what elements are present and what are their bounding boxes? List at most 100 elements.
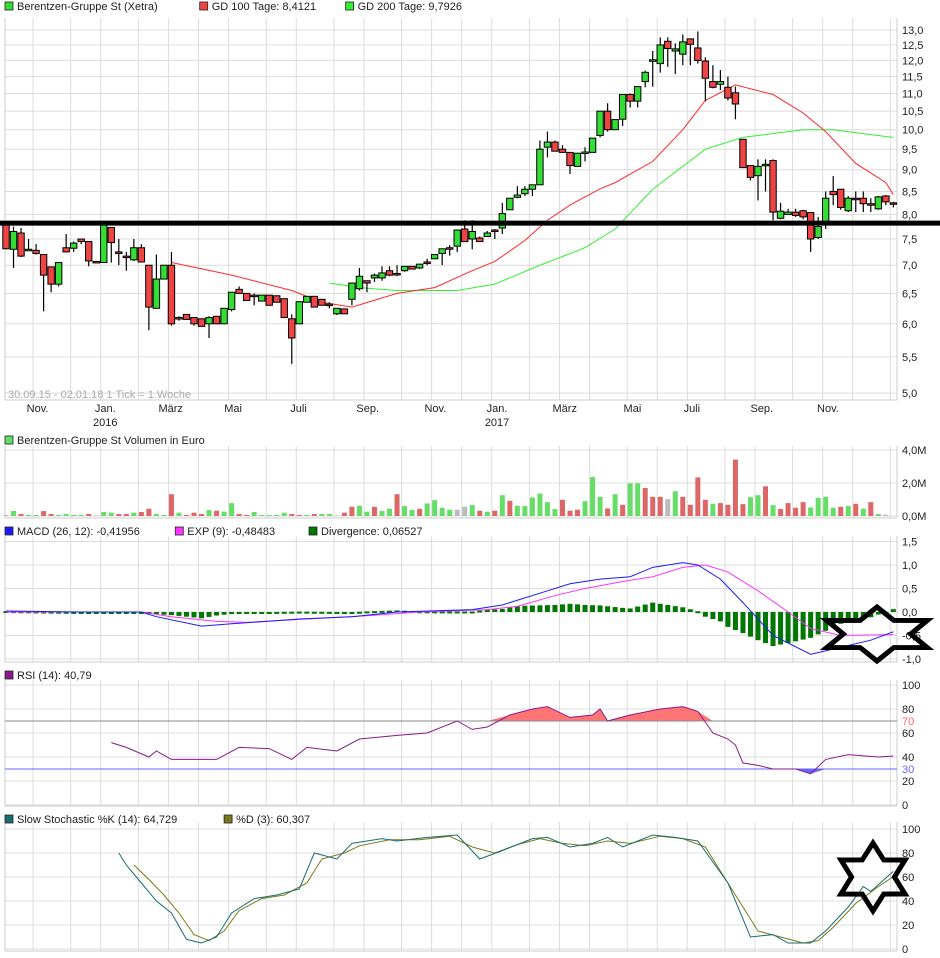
candle — [212, 315, 221, 325]
volume-bar — [838, 506, 844, 516]
candle — [679, 41, 687, 55]
price-ytick: 5,0 — [902, 388, 917, 400]
volume-bar — [48, 514, 54, 516]
divergence-bar — [717, 612, 723, 622]
volume-bar — [507, 500, 513, 516]
divergence-bar — [168, 612, 174, 616]
candle — [641, 71, 649, 83]
divergence-bar — [296, 611, 302, 614]
volume-bar — [672, 491, 678, 516]
candle — [17, 232, 25, 257]
candle — [649, 59, 657, 62]
divergence-bar — [214, 612, 220, 616]
candle — [265, 294, 273, 306]
stoch-ytick: 100 — [902, 824, 920, 836]
candle — [47, 266, 55, 285]
volume-bar — [477, 510, 483, 516]
divergence-bar — [657, 603, 663, 612]
candle — [54, 262, 63, 285]
rsi-ytick: 60 — [902, 728, 914, 740]
rsi-ytick: 20 — [902, 776, 914, 788]
macd-line — [5, 562, 894, 655]
candle — [476, 237, 484, 243]
candle — [250, 294, 258, 298]
volume-ytick: 0,0M — [902, 511, 926, 523]
divergence-bar — [334, 611, 340, 614]
legend-label: Divergence: 0,06527 — [321, 526, 423, 538]
volume-bar — [341, 512, 347, 516]
candle — [731, 92, 740, 105]
divergence-bar — [808, 612, 814, 638]
macd-ytick: -1,0 — [902, 654, 921, 666]
candle — [167, 264, 176, 325]
divergence-bar — [815, 612, 821, 635]
candle — [24, 248, 33, 252]
legend-swatch-icon — [4, 1, 14, 11]
legend-swatch-icon — [199, 1, 209, 11]
volume-bar — [778, 509, 784, 516]
divergence-bar — [199, 612, 205, 619]
candle — [182, 313, 191, 320]
volume-bar — [815, 497, 821, 516]
divergence-bar — [800, 612, 806, 640]
volume-bar — [56, 515, 62, 516]
volume-bar — [853, 503, 859, 516]
candle — [115, 251, 123, 254]
divergence-bar — [522, 605, 528, 612]
legend-swatch-icon — [4, 526, 14, 536]
divergence-bar — [672, 606, 678, 612]
legend-label: Berentzen-Gruppe St Volumen in Euro — [17, 435, 205, 447]
divergence-bar — [439, 611, 445, 614]
star-marker-icon — [819, 603, 935, 665]
candle — [85, 241, 93, 262]
divergence-bar — [605, 606, 611, 612]
volume-bar — [26, 515, 32, 516]
divergence-bar — [612, 607, 618, 612]
candle — [852, 197, 860, 201]
candle — [130, 247, 138, 261]
volume-bar — [695, 477, 701, 516]
candle — [32, 249, 40, 254]
candle — [867, 203, 875, 206]
divergence-bar — [78, 612, 84, 614]
candle — [799, 210, 807, 218]
divergence-bar — [116, 612, 122, 614]
divergence-bar — [371, 611, 377, 614]
divergence-bar — [537, 605, 543, 612]
divergence-bar — [356, 611, 362, 614]
month-label: März — [553, 403, 577, 415]
candle — [400, 265, 409, 272]
volume-bar — [514, 505, 520, 516]
candle — [273, 295, 281, 303]
year-label: 2017 — [485, 417, 509, 429]
rsi-ytick: 100 — [902, 680, 920, 692]
volume-bar — [439, 507, 445, 516]
divergence-bar — [665, 604, 671, 612]
volume-panel — [3, 459, 889, 516]
candle — [438, 248, 446, 254]
macd-ytick: 1,5 — [902, 537, 917, 549]
candle — [859, 197, 867, 205]
candle — [122, 255, 131, 259]
volume-bar — [402, 506, 408, 516]
month-label: Mai — [224, 403, 242, 415]
divergence-bar — [597, 605, 603, 612]
volume-bar — [168, 494, 174, 516]
divergence-bar — [349, 612, 355, 614]
candle — [686, 38, 695, 45]
legend-swatch-icon — [345, 1, 355, 11]
divergence-bar — [567, 603, 573, 612]
macd-ytick: 1,0 — [902, 560, 917, 572]
volume-bar — [454, 509, 460, 516]
stoch-d-line — [133, 835, 894, 944]
divergence-bar — [590, 605, 596, 612]
volume-bar — [800, 502, 806, 516]
volume-bar — [537, 493, 543, 516]
rsi-ytick: 80 — [902, 704, 914, 716]
volume-bar — [830, 507, 836, 516]
divergence-bar — [191, 612, 197, 618]
divergence-bar — [725, 612, 731, 627]
rsi-30-label: 30 — [902, 764, 914, 776]
candle — [39, 254, 48, 276]
volume-bar — [605, 508, 611, 516]
